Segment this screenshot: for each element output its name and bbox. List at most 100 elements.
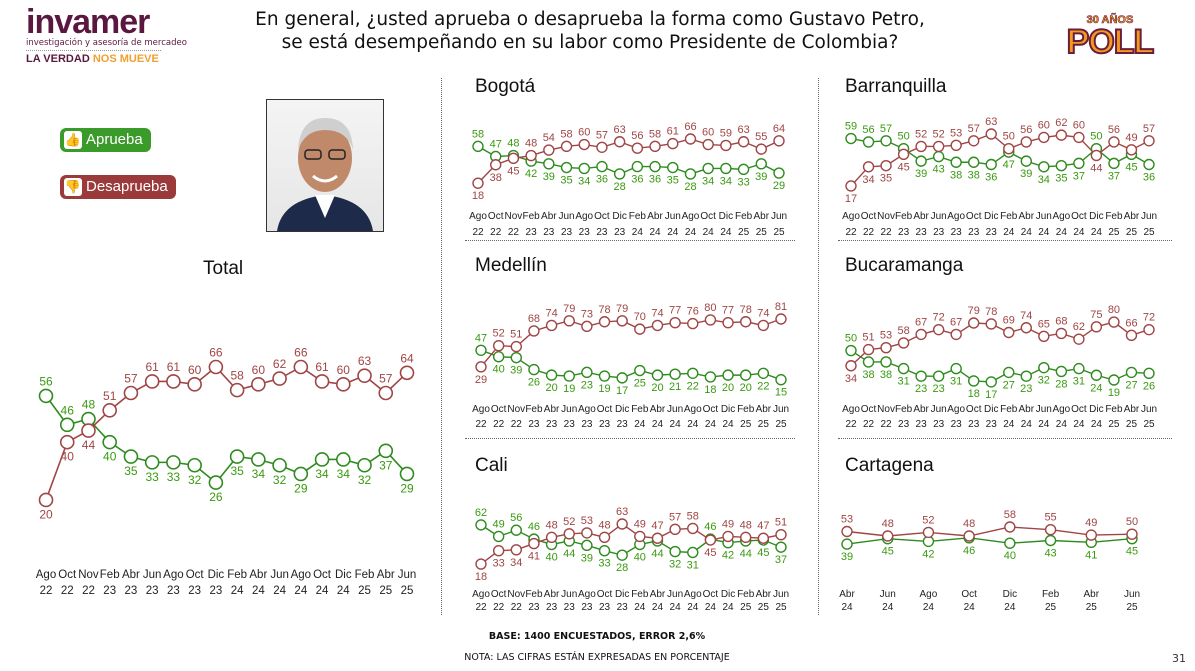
x-tick-year: 22 (493, 419, 505, 430)
point-aprueba (985, 376, 997, 388)
point-desaprueba (616, 315, 628, 327)
x-tick-year: 24 (632, 227, 644, 238)
point-desaprueba (510, 340, 522, 353)
x-tick-year: 24 (720, 227, 732, 238)
invamer-logo: invamer investigación y asesoría de merc… (26, 4, 206, 65)
point-aprueba (932, 370, 945, 382)
x-tick-year: 24 (1003, 227, 1015, 238)
x-tick-year: 23 (543, 227, 555, 238)
point-aprueba (187, 457, 202, 473)
x-tick-year: 24 (667, 227, 679, 238)
x-tick-year: 24 (294, 585, 307, 597)
x-tick-year: 23 (617, 419, 629, 430)
point-aprueba (123, 449, 139, 464)
x-tick-label: Oct (1071, 211, 1087, 222)
x-tick-year: 24 (273, 585, 286, 597)
data-label-aprueba: 24 (1090, 382, 1102, 394)
point-desaprueba (528, 325, 540, 337)
x-tick-label: Ago (842, 211, 860, 222)
x-tick-year: 24 (652, 419, 664, 430)
point-desaprueba (1020, 136, 1032, 148)
point-desaprueba (932, 140, 945, 153)
point-desaprueba (968, 135, 980, 147)
x-tick-year: 24 (649, 227, 661, 238)
data-label-desaprueba: 58 (1004, 509, 1016, 521)
x-tick-label: Feb (1105, 211, 1123, 222)
point-aprueba (616, 549, 628, 561)
x-tick-label: Oct (313, 569, 332, 581)
data-label-aprueba: 29 (773, 180, 785, 192)
data-label-aprueba: 38 (950, 169, 962, 181)
x-tick-label: Oct (491, 589, 507, 600)
point-desaprueba (631, 142, 644, 154)
data-label-desaprueba: 45 (507, 165, 519, 177)
data-label-aprueba: 41 (1085, 549, 1097, 561)
data-label-desaprueba: 70 (634, 311, 646, 323)
point-desaprueba (862, 343, 875, 356)
point-desaprueba (399, 365, 415, 381)
x-tick-label: Ago (842, 404, 860, 415)
x-tick-label: Oct (703, 589, 719, 600)
x-tick-year: 24 (1021, 227, 1033, 238)
x-tick-year: 25 (1143, 419, 1155, 430)
data-label-desaprueba: 77 (722, 305, 734, 317)
data-label-desaprueba: 56 (1020, 124, 1032, 136)
tagline-a: LA VERDAD (26, 53, 90, 65)
line-desaprueba (477, 138, 780, 184)
point-aprueba (1073, 157, 1085, 170)
point-aprueba (845, 344, 857, 357)
data-label-aprueba: 37 (775, 554, 787, 566)
point-aprueba (1143, 367, 1155, 380)
point-desaprueba (950, 328, 962, 341)
x-tick-year: 24 (722, 419, 734, 430)
data-label-aprueba: 26 (1143, 380, 1155, 392)
point-desaprueba (1055, 327, 1068, 340)
data-label-aprueba: 32 (358, 473, 372, 487)
x-tick-label: Jun (773, 404, 789, 415)
data-label-aprueba: 44 (563, 548, 575, 560)
x-tick-label: Ago (472, 404, 490, 415)
data-label-desaprueba: 62 (273, 357, 287, 371)
point-desaprueba (985, 128, 997, 140)
data-label-desaprueba: 63 (985, 116, 997, 128)
data-label-aprueba: 20 (545, 382, 557, 394)
x-tick-label: Abr (122, 569, 140, 581)
x-tick-label: Oct (58, 569, 77, 581)
chart-title-cali: Cali (475, 455, 508, 476)
x-tick-year: 24 (705, 419, 717, 430)
x-tick-label: Jun (558, 211, 574, 222)
point-aprueba (932, 150, 945, 163)
point-aprueba (545, 369, 558, 381)
point-aprueba (598, 370, 611, 382)
x-tick-label: Oct (594, 211, 610, 222)
data-label-aprueba: 34 (315, 467, 329, 481)
x-tick-label: Oct (861, 211, 877, 222)
thumbs-down-icon: 👎 (64, 178, 82, 196)
x-tick-year: 25 (1143, 227, 1155, 238)
point-aprueba (475, 519, 487, 531)
point-desaprueba (720, 139, 732, 152)
x-tick-year: 23 (581, 602, 593, 613)
data-label-aprueba: 50 (897, 131, 909, 143)
x-tick-year: 23 (933, 419, 945, 430)
chart-title-bucaramanga: Bucaramanga (845, 255, 964, 276)
point-desaprueba (1044, 524, 1057, 536)
point-desaprueba (507, 152, 520, 165)
point-desaprueba (357, 368, 372, 383)
data-label-desaprueba: 78 (598, 304, 610, 316)
line-desaprueba (45, 365, 408, 501)
x-tick-year: 22 (493, 602, 505, 613)
point-desaprueba (578, 138, 590, 151)
x-tick-label: Feb (631, 404, 649, 415)
data-label-desaprueba: 53 (581, 515, 593, 527)
data-label-desaprueba: 58 (649, 128, 661, 140)
x-tick-label: Abr (1019, 211, 1035, 222)
data-label-aprueba: 34 (578, 175, 590, 187)
point-aprueba (897, 362, 910, 375)
data-label-desaprueba: 57 (968, 123, 980, 135)
point-desaprueba (166, 374, 181, 389)
x-tick-label: Abr (1019, 404, 1035, 415)
data-label-desaprueba: 52 (563, 516, 575, 528)
x-tick-year: 23 (599, 419, 611, 430)
x-tick-label: Jun (773, 589, 789, 600)
